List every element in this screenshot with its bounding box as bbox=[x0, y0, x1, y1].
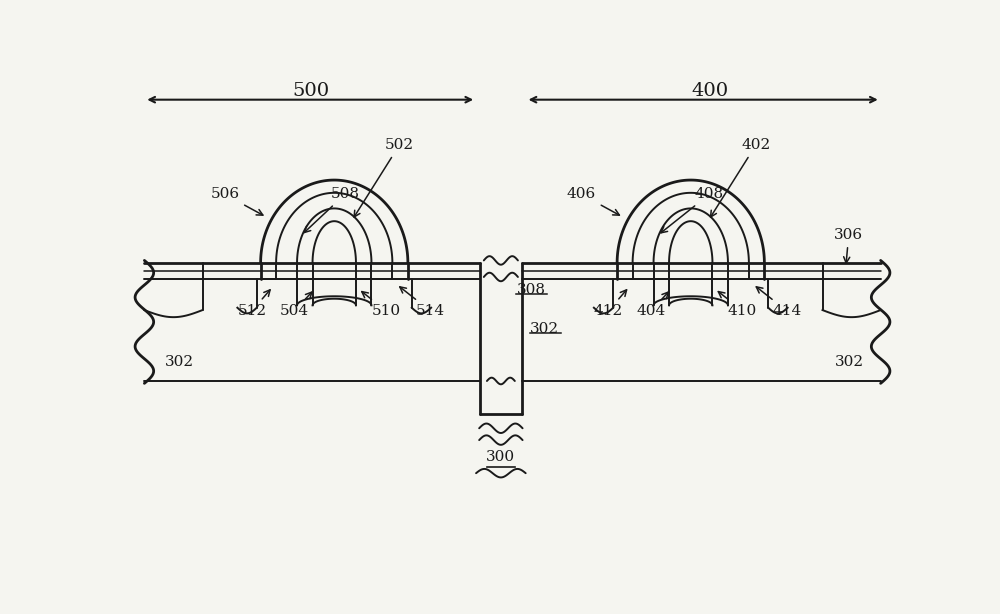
Text: 512: 512 bbox=[237, 290, 270, 318]
Text: 400: 400 bbox=[692, 82, 729, 100]
Text: 510: 510 bbox=[362, 292, 401, 318]
Text: 414: 414 bbox=[756, 287, 801, 318]
Text: 410: 410 bbox=[718, 292, 757, 318]
Text: 404: 404 bbox=[637, 292, 668, 318]
Text: 300: 300 bbox=[486, 449, 515, 464]
Text: 506: 506 bbox=[210, 187, 263, 215]
Text: 308: 308 bbox=[516, 283, 545, 297]
Text: 402: 402 bbox=[711, 138, 770, 217]
Text: 408: 408 bbox=[661, 187, 724, 233]
Text: 302: 302 bbox=[165, 355, 194, 369]
Text: 508: 508 bbox=[304, 187, 359, 233]
Text: 406: 406 bbox=[567, 187, 619, 215]
Text: 502: 502 bbox=[354, 138, 414, 217]
Text: 504: 504 bbox=[280, 292, 312, 318]
Text: 500: 500 bbox=[292, 82, 330, 100]
Text: 302: 302 bbox=[530, 322, 559, 336]
Text: 306: 306 bbox=[834, 228, 863, 263]
Text: 412: 412 bbox=[594, 290, 627, 318]
Text: 514: 514 bbox=[400, 287, 445, 318]
Text: 302: 302 bbox=[835, 355, 864, 369]
